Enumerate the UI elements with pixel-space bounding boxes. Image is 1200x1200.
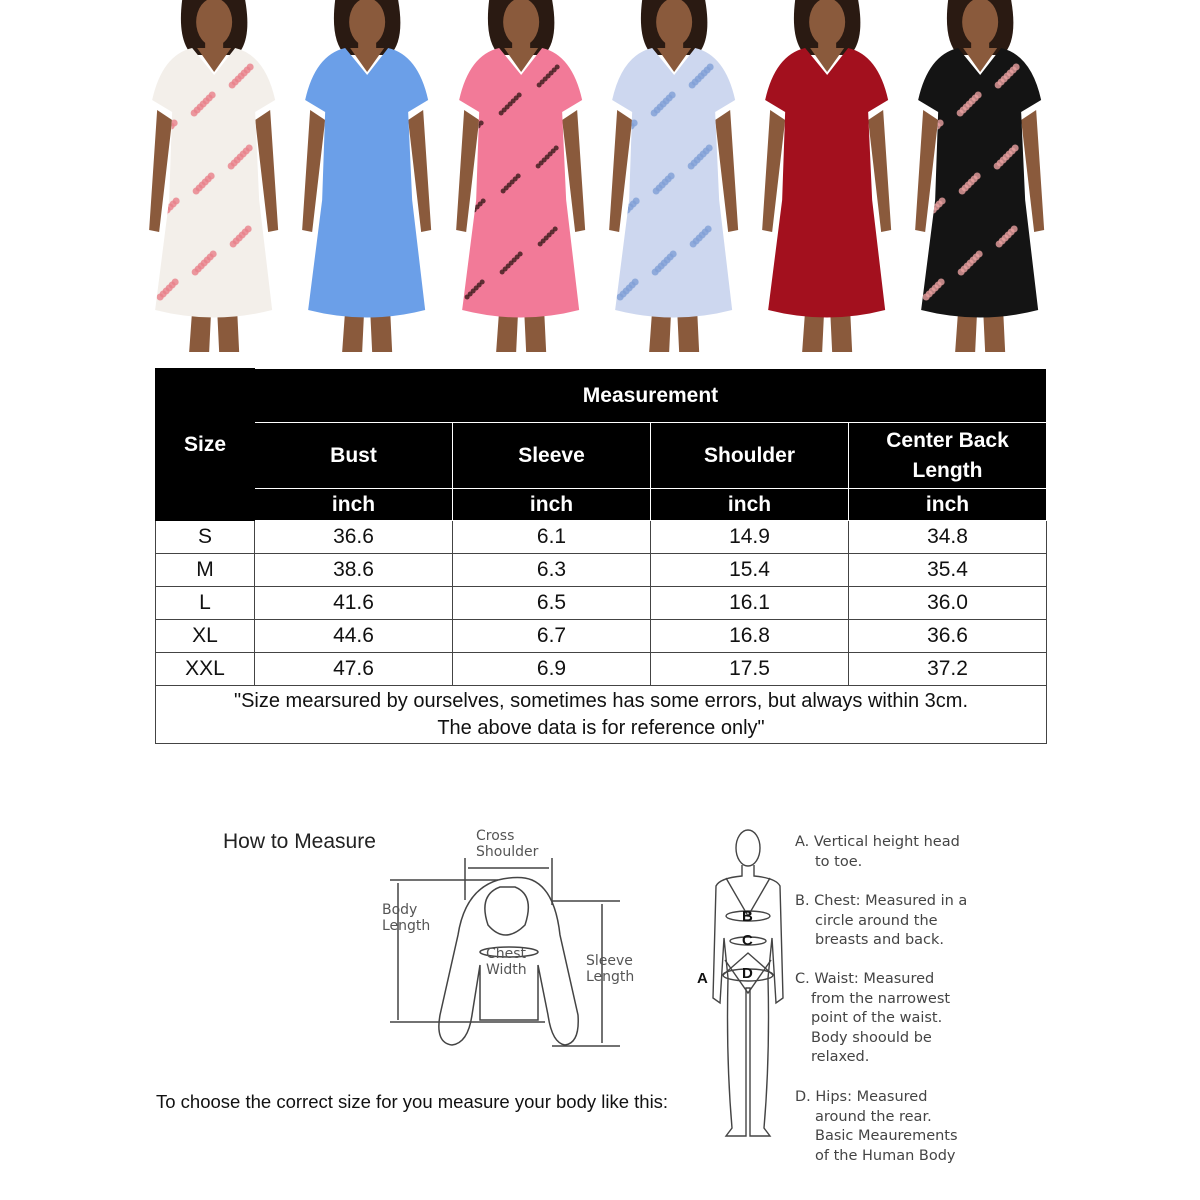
cell-shoulder: 16.1 [650, 586, 849, 620]
body-length-label: Body Length [382, 902, 431, 934]
cell-bust: 38.6 [254, 553, 453, 587]
unit: inch [848, 488, 1047, 521]
model-photo-light-blue-floral [597, 0, 750, 352]
legend-label: C. Waist: Measured [795, 971, 935, 987]
cell-bust: 41.6 [254, 586, 453, 620]
cell-bust: 36.6 [254, 520, 453, 554]
body-figure-diagram [712, 829, 784, 1137]
measurement-header: Measurement [254, 368, 1047, 423]
model-photo-pink-leopard [444, 0, 597, 352]
cell-shoulder: 15.4 [650, 553, 849, 587]
col-sleeve: Sleeve [452, 422, 651, 489]
cell-center-back-length: 35.4 [848, 553, 1047, 587]
legend-label: D. Hips: Measured [795, 1089, 928, 1105]
legend-a: A. Vertical height head to toe. [795, 833, 970, 892]
table-row: M 38.6 6.3 15.4 35.4 [155, 553, 1047, 587]
legend-d: D. Hips: Measured around the rear. Basic … [795, 1088, 970, 1166]
unit: inch [254, 488, 453, 521]
cell-shoulder: 16.8 [650, 619, 849, 653]
legend-text: from the narrowest point of the waist. B… [811, 990, 951, 1066]
product-photos [137, 0, 1057, 352]
size-header: Size [155, 368, 255, 521]
letter-b: B [742, 908, 753, 925]
table-row: XL 44.6 6.7 16.8 36.6 [155, 619, 1047, 653]
cell-center-back-length: 37.2 [848, 652, 1047, 686]
cell-size: XL [155, 619, 255, 653]
letter-a: A [697, 970, 708, 987]
model-photo-black-floral [903, 0, 1056, 352]
measure-legend: A. Vertical height head to toe. B. Chest:… [795, 833, 970, 1166]
table-row: XXL 47.6 6.9 17.5 37.2 [155, 652, 1047, 686]
disclaimer-note: "Size mearsured by ourselves, sometimes … [155, 685, 1047, 744]
sleeve-length-label: Sleeve Length [586, 953, 635, 985]
table-row: S 36.6 6.1 14.9 34.8 [155, 520, 1047, 554]
cell-center-back-length: 36.0 [848, 586, 1047, 620]
col-bust: Bust [254, 422, 453, 489]
legend-text: to toe. [815, 853, 863, 870]
cell-size: XXL [155, 652, 255, 686]
cell-center-back-length: 36.6 [848, 619, 1047, 653]
note-line: "Size mearsured by ourselves, sometimes … [233, 689, 969, 712]
cell-size: S [155, 520, 255, 554]
instruction-text: To choose the correct size for you measu… [156, 1091, 669, 1112]
cell-sleeve: 6.7 [452, 619, 651, 653]
unit: inch [452, 488, 651, 521]
note-line: The above data is for reference only" [437, 716, 765, 739]
cell-sleeve: 6.3 [452, 553, 651, 587]
cell-size: L [155, 586, 255, 620]
col-shoulder: Shoulder [650, 422, 849, 489]
sweater-diagram [390, 858, 620, 1047]
cell-shoulder: 14.9 [650, 520, 849, 554]
model-photo-red [750, 0, 903, 352]
cell-shoulder: 17.5 [650, 652, 849, 686]
cell-sleeve: 6.9 [452, 652, 651, 686]
cell-bust: 44.6 [254, 619, 453, 653]
legend-b: B. Chest: Measured in a circle around the… [795, 892, 970, 970]
legend-text: circle around the breasts and back. [815, 912, 945, 949]
table-row: L 41.6 6.5 16.1 36.0 [155, 586, 1047, 620]
col-center-back-length: Center Back Length [848, 422, 1047, 489]
chest-width-label: Chest Width [486, 946, 527, 978]
cell-sleeve: 6.5 [452, 586, 651, 620]
legend-label: A. Vertical height head [795, 834, 960, 850]
cell-center-back-length: 34.8 [848, 520, 1047, 554]
legend-c: C. Waist: Measured from the narrowest poi… [795, 970, 970, 1088]
size-chart: Size Measurement Bust Sleeve Shoulder Ce… [155, 368, 1047, 744]
legend-text: around the rear. Basic Meaurements of th… [815, 1108, 958, 1164]
letter-c: C [742, 932, 753, 949]
cell-bust: 47.6 [254, 652, 453, 686]
cell-sleeve: 6.1 [452, 520, 651, 554]
unit: inch [650, 488, 849, 521]
how-to-measure-title: How to Measure [223, 830, 376, 853]
cross-shoulder-label: Cross Shoulder [476, 828, 539, 860]
cell-size: M [155, 553, 255, 587]
model-photo-white-floral [137, 0, 290, 352]
model-photo-blue [290, 0, 443, 352]
letter-d: D [742, 965, 753, 982]
legend-label: B. Chest: Measured in a [795, 893, 968, 909]
